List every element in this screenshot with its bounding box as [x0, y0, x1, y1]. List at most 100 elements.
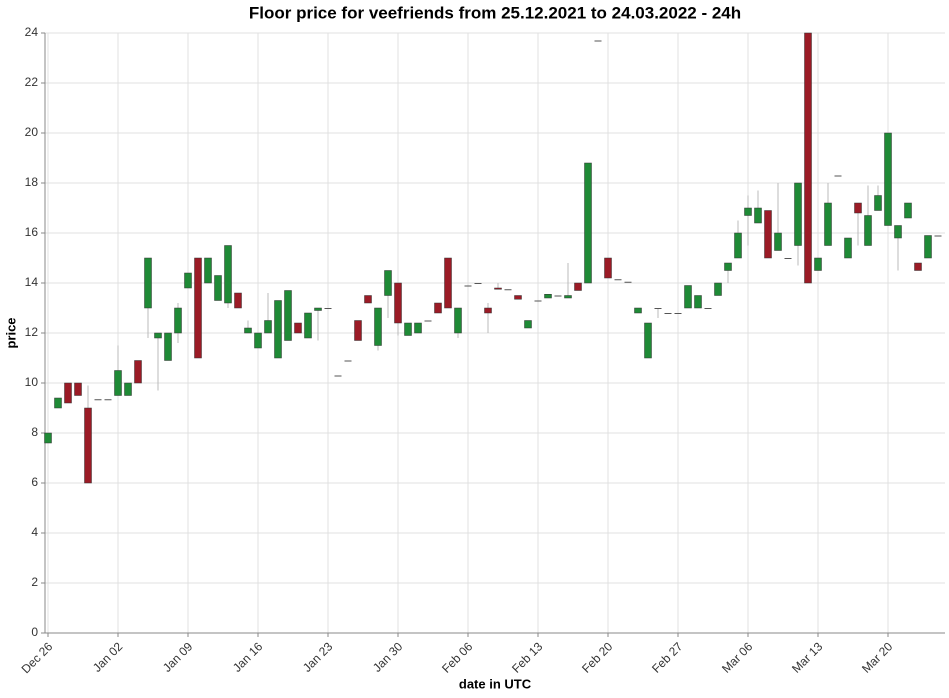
candle-body	[894, 225, 902, 239]
y-tick-label: 16	[25, 225, 39, 239]
candle-body	[884, 132, 892, 226]
candle-body	[184, 272, 192, 289]
candle-body	[164, 332, 172, 361]
candle-body	[864, 215, 872, 246]
candle-body	[394, 282, 402, 324]
y-tick-label: 22	[25, 75, 39, 89]
y-tick-label: 6	[31, 475, 38, 489]
y-tick-label: 8	[31, 425, 38, 439]
candle-body	[934, 235, 942, 237]
y-tick-label: 4	[31, 525, 38, 539]
candle-body	[534, 300, 542, 302]
candle-body	[384, 270, 392, 296]
candle-body	[74, 382, 82, 396]
candle-body	[724, 262, 732, 271]
candle-body	[624, 281, 632, 283]
candle-body	[414, 322, 422, 334]
candle-body	[444, 257, 452, 309]
candle-body	[334, 375, 342, 377]
x-tick-label: Feb 27	[649, 639, 686, 676]
candle-body	[744, 207, 752, 216]
candle-body	[814, 257, 822, 271]
candle-body	[64, 382, 72, 404]
x-tick-label: Jan 30	[370, 639, 406, 675]
candle-body	[594, 40, 602, 42]
chart-title: Floor price for veefriends from 25.12.20…	[249, 3, 741, 22]
x-tick-label: Dec 26	[19, 639, 56, 676]
candle-body	[914, 262, 922, 271]
candle-body	[424, 320, 432, 322]
candle-body	[714, 282, 722, 296]
candle-body	[764, 210, 772, 259]
candle-body	[144, 257, 152, 309]
candle-body	[204, 257, 212, 284]
candle-body	[54, 397, 62, 409]
candle-body	[234, 292, 242, 309]
y-tick-label: 18	[25, 175, 39, 189]
candle-body	[834, 175, 842, 177]
candle-body	[694, 295, 702, 309]
candle-body	[564, 295, 572, 299]
candle-body	[754, 207, 762, 224]
candle-body	[904, 202, 912, 219]
x-tick-label: Feb 13	[509, 639, 546, 676]
candle-body	[114, 370, 122, 396]
candle-body	[454, 307, 462, 334]
x-tick-label: Jan 16	[230, 639, 266, 675]
candle-body	[524, 320, 532, 329]
candle-body	[574, 282, 582, 291]
candle-body	[124, 382, 132, 396]
candle-body	[774, 232, 782, 251]
candle-body	[654, 308, 662, 309]
candle-body	[324, 308, 332, 309]
candle-body	[94, 399, 102, 401]
candle-body	[404, 322, 412, 336]
y-tick-label: 14	[25, 275, 39, 289]
y-tick-label: 24	[25, 25, 39, 39]
candle-body	[634, 307, 642, 314]
candle-body	[104, 399, 112, 401]
candle-body	[874, 195, 882, 211]
y-tick-label: 2	[31, 575, 38, 589]
candle-body	[354, 320, 362, 341]
candle-body	[304, 312, 312, 339]
candle-body	[684, 285, 692, 309]
candle-body	[514, 295, 522, 300]
x-tick-label: Feb 20	[579, 639, 616, 676]
x-tick-label: Jan 23	[300, 639, 336, 675]
candle-body	[44, 432, 52, 444]
candle-body	[464, 285, 472, 287]
candle-body	[494, 287, 502, 290]
y-tick-label: 10	[25, 375, 39, 389]
y-tick-label: 12	[25, 325, 39, 339]
candle-body	[244, 327, 252, 334]
candle-body	[854, 202, 862, 214]
candle-body	[214, 275, 222, 301]
y-axis-label: price	[3, 317, 18, 348]
y-tick-label: 0	[31, 625, 38, 639]
candle-body	[804, 32, 812, 284]
candle-body	[924, 235, 932, 259]
x-tick-label: Mar 06	[719, 639, 756, 676]
candle-body	[344, 360, 352, 362]
y-tick-label: 20	[25, 125, 39, 139]
candle-body	[174, 307, 182, 334]
candle-body	[704, 308, 712, 309]
candle-body	[544, 294, 552, 299]
candle-body	[584, 162, 592, 284]
x-tick-label: Mar 13	[789, 639, 826, 676]
candle-body	[644, 322, 652, 359]
candle-body	[674, 313, 682, 314]
x-tick-label: Jan 09	[160, 639, 196, 675]
candle-body	[794, 182, 802, 246]
candle-body	[254, 332, 262, 349]
candle-body	[664, 313, 672, 314]
candle-body	[824, 202, 832, 246]
candle-body	[194, 257, 202, 359]
candle-body	[364, 295, 372, 304]
candle-body	[264, 320, 272, 334]
x-tick-label: Feb 06	[439, 639, 476, 676]
candle-body	[224, 245, 232, 304]
candle-body	[734, 232, 742, 259]
